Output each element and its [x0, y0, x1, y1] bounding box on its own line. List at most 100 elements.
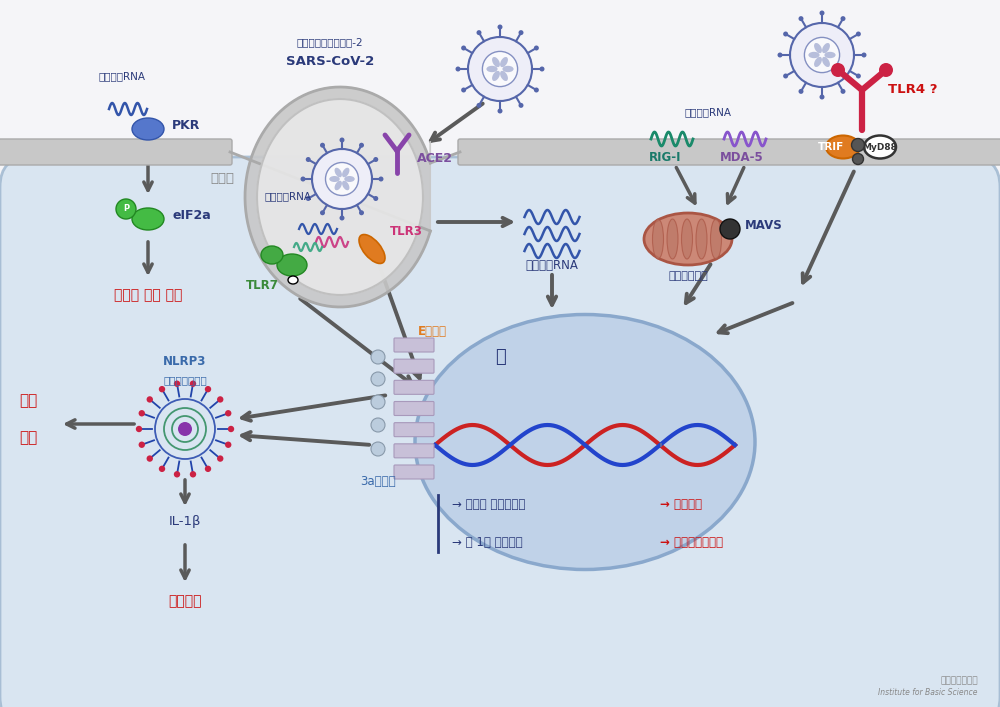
Ellipse shape: [864, 136, 896, 158]
Circle shape: [482, 52, 518, 86]
Circle shape: [320, 143, 325, 148]
Circle shape: [312, 149, 372, 209]
Ellipse shape: [500, 57, 508, 67]
Text: ACE2: ACE2: [417, 152, 453, 165]
Text: MyD88: MyD88: [863, 143, 897, 151]
Circle shape: [116, 199, 136, 219]
Ellipse shape: [486, 66, 498, 72]
Text: TRIF: TRIF: [818, 142, 844, 152]
Circle shape: [477, 103, 482, 108]
Text: Institute for Basic Science: Institute for Basic Science: [878, 688, 978, 697]
Ellipse shape: [415, 315, 755, 570]
Circle shape: [820, 11, 825, 16]
Circle shape: [378, 177, 384, 182]
Text: MAVS: MAVS: [745, 219, 783, 232]
Circle shape: [461, 88, 466, 93]
Text: 단백질 합성 저해: 단백질 합성 저해: [114, 288, 182, 302]
Text: IL-1β: IL-1β: [169, 515, 201, 528]
Circle shape: [225, 410, 231, 416]
Circle shape: [831, 63, 845, 77]
Circle shape: [359, 143, 364, 148]
Circle shape: [790, 23, 854, 87]
Circle shape: [174, 380, 180, 387]
Text: TLR7: TLR7: [246, 279, 278, 292]
Polygon shape: [245, 87, 430, 307]
Circle shape: [456, 66, 461, 71]
Ellipse shape: [696, 219, 707, 259]
Circle shape: [228, 426, 234, 432]
Text: SARS-CoV-2: SARS-CoV-2: [286, 55, 374, 68]
Circle shape: [879, 63, 893, 77]
Ellipse shape: [814, 57, 822, 67]
Ellipse shape: [502, 66, 514, 72]
Ellipse shape: [652, 219, 664, 259]
Circle shape: [856, 32, 861, 37]
Circle shape: [518, 30, 524, 35]
Text: → 염증성 사이토카인: → 염증성 사이토카인: [452, 498, 525, 511]
Circle shape: [320, 210, 325, 215]
Ellipse shape: [261, 246, 283, 264]
Circle shape: [340, 137, 345, 143]
Text: MDA-5: MDA-5: [720, 151, 764, 164]
FancyBboxPatch shape: [0, 157, 1000, 707]
Text: PKR: PKR: [172, 119, 200, 132]
Ellipse shape: [492, 71, 500, 81]
Text: 세포: 세포: [19, 393, 37, 408]
Circle shape: [783, 32, 788, 37]
Circle shape: [205, 386, 211, 392]
Circle shape: [174, 471, 180, 477]
Text: P: P: [123, 204, 129, 214]
Circle shape: [540, 66, 544, 71]
Ellipse shape: [342, 181, 349, 190]
Circle shape: [518, 103, 524, 108]
Circle shape: [373, 157, 378, 162]
Circle shape: [139, 410, 145, 416]
Ellipse shape: [335, 181, 342, 190]
Circle shape: [217, 455, 223, 462]
Circle shape: [534, 88, 539, 93]
Circle shape: [371, 350, 385, 364]
Circle shape: [340, 216, 345, 221]
Circle shape: [178, 422, 192, 436]
Circle shape: [804, 37, 840, 73]
Text: 엔도솔: 엔도솔: [210, 172, 234, 185]
Text: 기초과학연구원: 기초과학연구원: [940, 676, 978, 685]
Circle shape: [306, 196, 311, 201]
FancyBboxPatch shape: [394, 359, 434, 373]
Circle shape: [159, 466, 165, 472]
Polygon shape: [257, 99, 423, 295]
Ellipse shape: [822, 43, 830, 53]
Ellipse shape: [359, 235, 385, 264]
Text: 바이러스RNA: 바이러스RNA: [684, 107, 732, 117]
Circle shape: [371, 395, 385, 409]
Circle shape: [205, 466, 211, 472]
Circle shape: [799, 16, 804, 21]
Circle shape: [778, 52, 783, 57]
Circle shape: [840, 89, 846, 94]
Circle shape: [371, 372, 385, 386]
Ellipse shape: [826, 136, 860, 158]
Ellipse shape: [132, 118, 164, 140]
Ellipse shape: [667, 219, 678, 259]
Ellipse shape: [344, 176, 355, 182]
Text: 염증조절복합체: 염증조절복합체: [163, 375, 207, 385]
Circle shape: [720, 219, 740, 239]
FancyBboxPatch shape: [394, 402, 434, 416]
Ellipse shape: [710, 219, 722, 259]
Circle shape: [371, 418, 385, 432]
Circle shape: [159, 386, 165, 392]
Text: NLRP3: NLRP3: [163, 355, 207, 368]
Text: 사스코로나바이러스-2: 사스코로나바이러스-2: [297, 37, 363, 47]
Circle shape: [326, 163, 359, 196]
Ellipse shape: [682, 219, 692, 259]
FancyBboxPatch shape: [394, 338, 434, 352]
Text: 사멸: 사멸: [19, 430, 37, 445]
Circle shape: [798, 89, 804, 94]
Circle shape: [147, 455, 153, 462]
Circle shape: [852, 139, 864, 151]
Text: TLR3: TLR3: [390, 225, 423, 238]
Circle shape: [217, 396, 223, 402]
Circle shape: [225, 442, 231, 448]
Text: TLR4 ?: TLR4 ?: [888, 83, 938, 96]
Circle shape: [477, 30, 482, 35]
